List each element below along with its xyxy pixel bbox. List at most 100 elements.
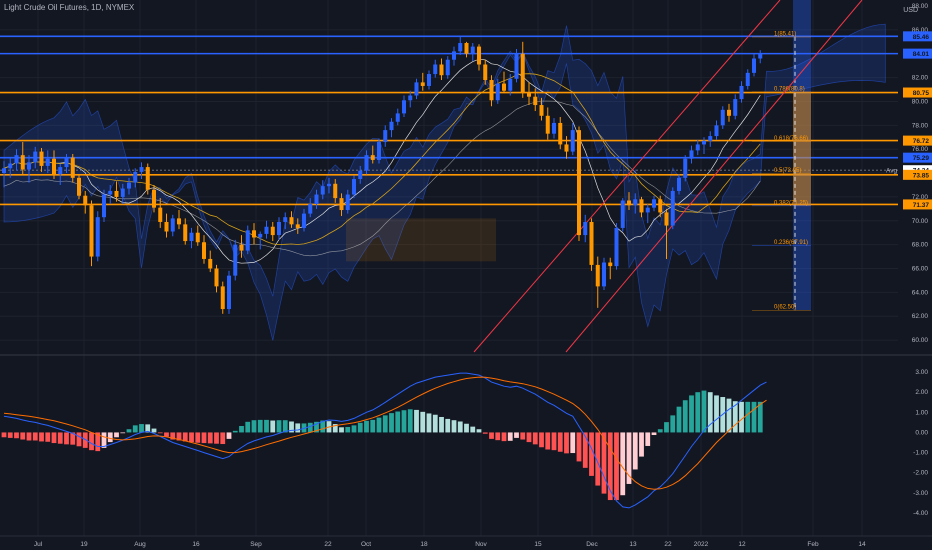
level-tag-text: 76.72 — [913, 138, 930, 145]
macd-hist-bar — [257, 419, 263, 433]
candle-body — [377, 142, 381, 160]
macd-hist-bar — [182, 432, 188, 442]
macd-hist-bar — [276, 420, 282, 433]
candle-body — [452, 51, 456, 60]
candle-body — [145, 167, 150, 190]
macd-hist-bar — [45, 432, 51, 442]
macd-hist-bar — [139, 424, 144, 433]
price-tick: 88.00 — [912, 3, 929, 10]
macd-hist-bar — [539, 432, 544, 448]
candle-body — [420, 82, 425, 86]
macd-hist-bar — [282, 420, 288, 433]
candle-body — [570, 130, 575, 152]
candle-body — [277, 221, 281, 236]
macd-hist-bar — [526, 432, 532, 443]
macd-hist-bar — [551, 432, 557, 451]
level-tag-text: 80.75 — [913, 90, 930, 97]
macd-tick: 1.00 — [915, 409, 928, 416]
channel-upper — [473, 0, 781, 353]
price-tick: 68.00 — [912, 242, 929, 249]
price-tick: 62.00 — [912, 313, 929, 320]
macd-hist-bar — [601, 432, 607, 494]
macd-tick: 2.00 — [915, 389, 928, 396]
candle-body — [314, 194, 319, 205]
candle-body — [202, 242, 206, 259]
macd-hist-bar — [707, 392, 713, 433]
macd-hist-bar — [1, 432, 7, 438]
candle-body — [545, 115, 550, 134]
candle-body — [27, 162, 31, 170]
candle-body — [52, 158, 56, 175]
macd-tick: 0.00 — [915, 429, 928, 436]
candle-body — [345, 194, 350, 211]
candle-body — [639, 199, 644, 213]
candle-body — [727, 109, 731, 116]
macd-hist-bar — [120, 432, 126, 434]
candle-body — [433, 64, 438, 75]
candle-body — [189, 232, 194, 242]
macd-hist-bar — [170, 432, 176, 440]
macd-hist-bar — [664, 422, 669, 433]
macd-hist-bar — [451, 420, 457, 433]
macd-hist-bar — [582, 432, 588, 468]
candle-body — [8, 163, 13, 169]
macd-hist-bar — [376, 417, 382, 433]
macd-hist-bar — [270, 420, 276, 433]
macd-hist-bar — [51, 432, 57, 444]
fib-band-orange — [793, 91, 811, 206]
candle-body — [327, 183, 331, 187]
candle-body — [427, 74, 431, 86]
candle-body — [514, 53, 519, 79]
macd-hist-bar — [714, 395, 719, 433]
candle-body — [33, 151, 38, 163]
macd-hist-bar — [314, 421, 319, 433]
macd-hist-bar — [82, 432, 88, 448]
level-tag — [903, 48, 932, 59]
candle-body — [439, 64, 444, 76]
candle-body — [283, 217, 288, 222]
candle-body — [414, 82, 419, 96]
macd-hist-bar — [226, 432, 232, 439]
price-tick: 72.00 — [912, 194, 929, 201]
fib-label: 0.382(71.25) — [774, 200, 808, 206]
candle-body — [520, 53, 525, 94]
fib-label: 0.236(67.91) — [774, 240, 808, 246]
candle-body — [708, 136, 713, 141]
candle-body — [558, 122, 563, 145]
candle-body — [164, 221, 169, 232]
macd-hist-bar — [357, 422, 363, 433]
macd-hist-bar — [39, 432, 44, 442]
macd-hist-bar — [670, 415, 676, 433]
macd-hist-bar — [201, 432, 207, 444]
macd-hist-bar — [676, 406, 682, 433]
candle-body — [745, 72, 750, 86]
time-tick: 2022 — [694, 541, 709, 548]
level-tag-text: 75.29 — [913, 155, 930, 162]
macd-hist-bar — [364, 420, 369, 433]
candle-body — [595, 264, 600, 287]
candle-body — [102, 194, 106, 218]
time-tick: Aug — [134, 541, 146, 548]
macd-hist-bar — [189, 432, 194, 443]
candle-body — [395, 113, 400, 122]
candle-body — [95, 217, 100, 257]
candle-body — [333, 183, 338, 199]
fib-label: 0.5(73.95) — [774, 168, 801, 174]
macd-hist-bar — [264, 419, 269, 433]
candle-body — [633, 199, 638, 206]
candle-body — [320, 186, 325, 195]
macd-hist-bar — [107, 432, 113, 443]
time-tick: 15 — [534, 541, 542, 548]
candle-body — [627, 200, 631, 206]
level-tag — [903, 169, 932, 180]
candle-body — [527, 93, 531, 97]
candle-body — [227, 275, 231, 310]
macd-hist-bar — [295, 423, 301, 433]
candle-body — [658, 199, 663, 213]
candle-body — [289, 217, 294, 225]
macd-hist-bar — [126, 429, 132, 433]
candle-body — [664, 212, 669, 226]
candle-body — [64, 157, 69, 168]
level-tag-text: 71.37 — [913, 202, 930, 209]
